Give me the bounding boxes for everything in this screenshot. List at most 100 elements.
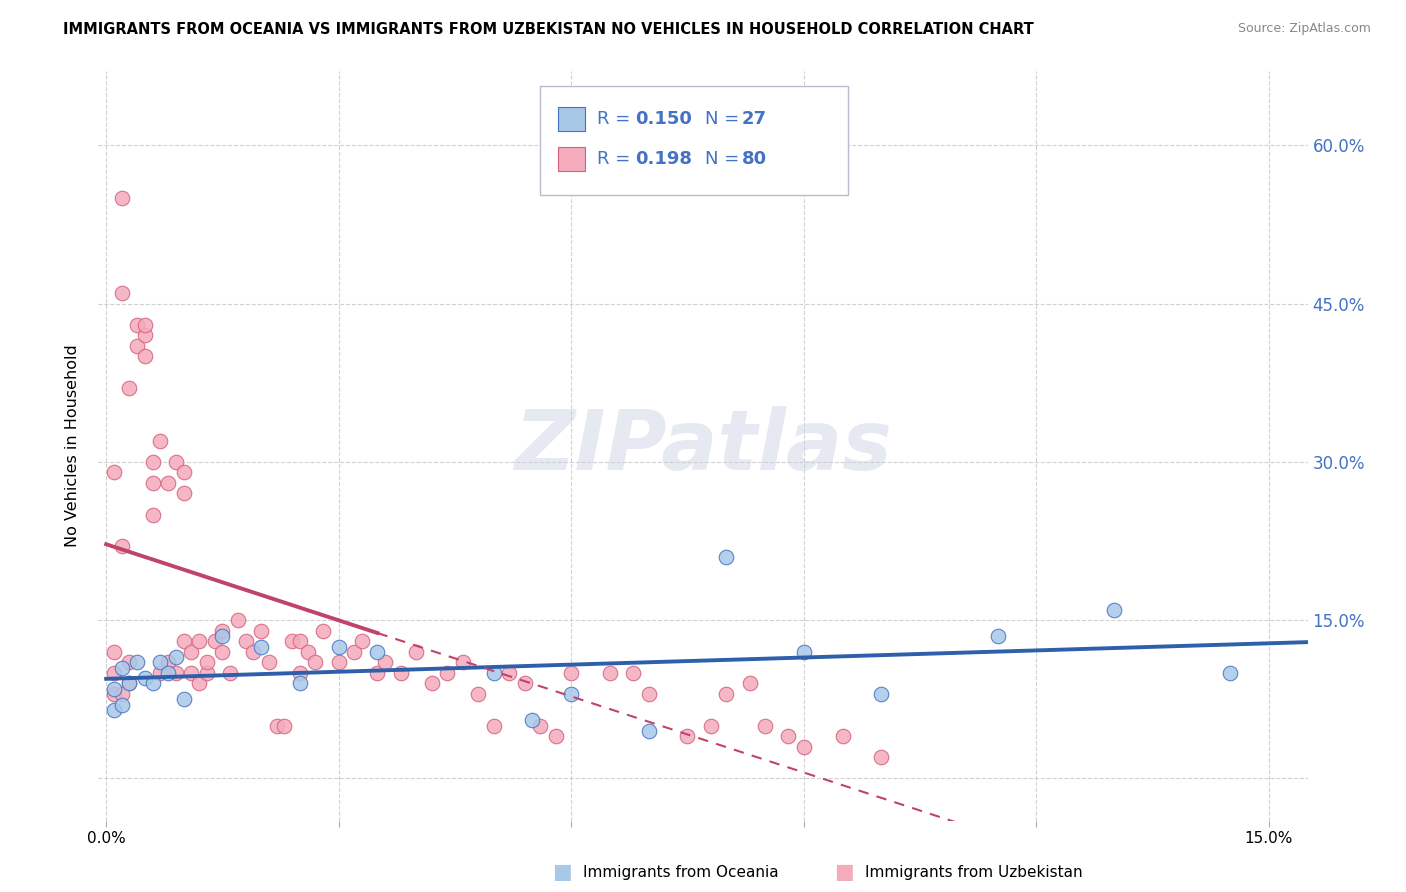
Point	[118, 676, 141, 690]
Point	[142, 508, 165, 522]
Y-axis label: No Vehicles in Household: No Vehicles in Household	[65, 344, 80, 548]
Point	[676, 729, 699, 743]
Point	[328, 640, 350, 654]
Point	[467, 687, 489, 701]
Point	[149, 434, 172, 448]
Point	[134, 349, 156, 363]
Point	[451, 656, 474, 670]
Text: Immigrants from Oceania: Immigrants from Oceania	[583, 865, 779, 880]
Text: 0.150: 0.150	[636, 110, 692, 128]
Point	[211, 624, 233, 638]
Point	[350, 634, 373, 648]
Point	[700, 719, 723, 733]
Point	[374, 656, 396, 670]
Point	[118, 676, 141, 690]
Point	[103, 466, 125, 480]
Point	[103, 687, 125, 701]
Point	[482, 665, 505, 680]
Point	[165, 455, 187, 469]
Point	[288, 665, 311, 680]
Text: IMMIGRANTS FROM OCEANIA VS IMMIGRANTS FROM UZBEKISTAN NO VEHICLES IN HOUSEHOLD C: IMMIGRANTS FROM OCEANIA VS IMMIGRANTS FR…	[63, 22, 1033, 37]
Point	[219, 665, 242, 680]
Point	[1219, 665, 1241, 680]
Point	[366, 665, 388, 680]
Point	[103, 665, 125, 680]
Point	[111, 191, 134, 205]
Point	[149, 656, 172, 670]
Point	[149, 665, 172, 680]
Text: 80: 80	[742, 150, 766, 168]
Point	[250, 640, 273, 654]
Text: 0.198: 0.198	[636, 150, 692, 168]
Point	[111, 660, 134, 674]
Point	[173, 634, 195, 648]
Point	[366, 645, 388, 659]
Point	[513, 676, 536, 690]
Point	[273, 719, 295, 733]
Point	[165, 650, 187, 665]
Text: R =: R =	[596, 110, 636, 128]
Point	[754, 719, 776, 733]
Point	[288, 676, 311, 690]
Text: 27: 27	[742, 110, 766, 128]
Point	[134, 328, 156, 343]
Point	[831, 729, 853, 743]
Point	[793, 739, 815, 754]
Point	[482, 719, 505, 733]
Point	[103, 681, 125, 696]
Point	[157, 665, 180, 680]
Point	[266, 719, 288, 733]
Point	[142, 455, 165, 469]
Point	[118, 381, 141, 395]
Point	[250, 624, 273, 638]
Point	[188, 676, 211, 690]
Point	[142, 676, 165, 690]
Point	[173, 692, 195, 706]
Point	[127, 318, 149, 332]
Point	[157, 656, 180, 670]
Point	[127, 656, 149, 670]
Point	[180, 645, 202, 659]
Point	[157, 475, 180, 490]
Point	[118, 656, 141, 670]
Point	[297, 645, 319, 659]
Point	[436, 665, 458, 680]
Text: ■: ■	[553, 863, 572, 882]
Point	[103, 645, 125, 659]
Point	[986, 629, 1008, 643]
Point	[142, 475, 165, 490]
Text: ■: ■	[834, 863, 853, 882]
Point	[1102, 602, 1125, 616]
Point	[529, 719, 551, 733]
Point	[103, 703, 125, 717]
Point	[226, 613, 249, 627]
Point	[235, 634, 257, 648]
Point	[793, 645, 815, 659]
Point	[544, 729, 567, 743]
Point	[328, 656, 350, 670]
Point	[560, 687, 582, 701]
Point	[134, 671, 156, 685]
Point	[173, 466, 195, 480]
Text: N =: N =	[706, 110, 745, 128]
Point	[870, 687, 893, 701]
Point	[599, 665, 621, 680]
Point	[111, 687, 134, 701]
Point	[304, 656, 326, 670]
Point	[180, 665, 202, 680]
Point	[111, 539, 134, 553]
Point	[288, 634, 311, 648]
Point	[420, 676, 443, 690]
FancyBboxPatch shape	[558, 147, 585, 171]
Point	[389, 665, 412, 680]
Point	[738, 676, 761, 690]
Point	[111, 698, 134, 712]
Point	[281, 634, 304, 648]
Point	[778, 729, 800, 743]
Point	[716, 549, 738, 564]
Point	[405, 645, 427, 659]
Point	[195, 656, 218, 670]
Text: N =: N =	[706, 150, 745, 168]
Point	[211, 629, 233, 643]
Point	[870, 750, 893, 764]
